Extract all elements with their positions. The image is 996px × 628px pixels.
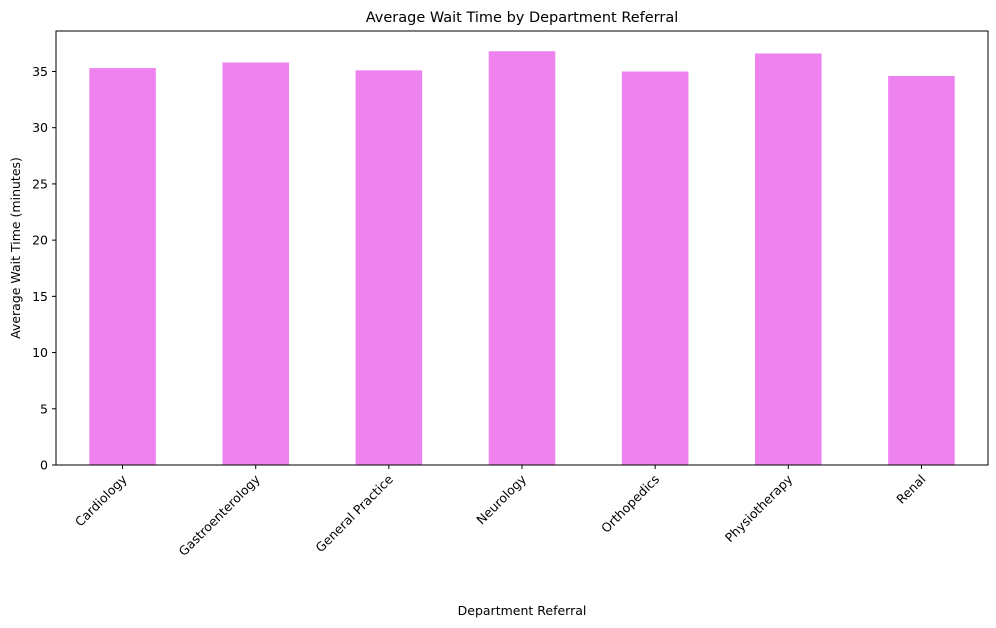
- x-tick-label: Neurology: [473, 471, 529, 527]
- bars-group: [89, 51, 955, 466]
- bar-cardiology: [89, 68, 156, 465]
- bar-physiotherapy: [755, 53, 822, 465]
- x-tick-label: Gastroenterology: [176, 471, 264, 559]
- bar-orthopedics: [621, 71, 689, 465]
- y-tick-label: 25: [32, 176, 48, 191]
- x-axis: Cardiology Gastroenterology General Practi…: [72, 465, 929, 559]
- x-tick-label: Orthopedics: [598, 472, 662, 536]
- bar-gastroenterology: [222, 62, 289, 465]
- bar-neurology: [488, 51, 556, 465]
- y-tick-label: 15: [32, 289, 48, 304]
- y-axis: 0 5 10 15 20 25 30 35: [32, 64, 56, 473]
- y-tick-label: 35: [32, 64, 48, 79]
- x-tick-label: Physiotherapy: [722, 471, 796, 545]
- y-tick-label: 10: [32, 345, 48, 360]
- x-tick-label: Cardiology: [72, 471, 130, 529]
- y-tick-label: 5: [40, 401, 48, 416]
- bar-general-practice: [355, 70, 423, 466]
- plot-frame: [55, 30, 989, 466]
- y-tick-label: 30: [32, 120, 48, 135]
- bar-renal: [888, 75, 955, 465]
- y-axis-label: Average Wait Time (minutes): [8, 157, 23, 339]
- x-tick-label: General Practice: [312, 471, 396, 555]
- x-axis-label: Department Referral: [458, 603, 587, 618]
- y-tick-label: 0: [40, 458, 48, 473]
- x-tick-label: Renal: [893, 472, 928, 507]
- y-tick-label: 20: [32, 233, 48, 248]
- chart-title: Average Wait Time by Department Referral: [366, 10, 679, 26]
